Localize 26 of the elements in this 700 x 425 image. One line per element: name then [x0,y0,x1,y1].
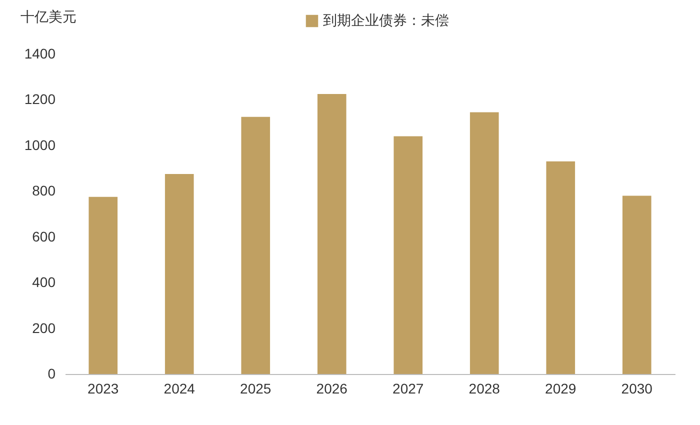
bar [622,196,652,374]
y-tick-label: 200 [32,320,56,336]
x-tick-label: 2029 [545,380,576,396]
bar [394,136,423,374]
y-tick-label: 1400 [24,46,56,62]
y-tick-label: 600 [32,228,56,244]
bar [88,196,118,374]
y-tick-label: 400 [32,274,56,290]
x-tick-label: 2025 [240,380,272,396]
bar [546,161,576,374]
y-tick-label: 800 [32,182,56,199]
x-tick-label: 2030 [621,380,653,396]
bar [470,112,499,374]
x-tick-label: 2023 [88,380,119,396]
x-tick-label: 2028 [468,380,500,396]
bar [317,94,346,374]
y-tick-label: 0 [48,366,56,382]
bar [164,174,194,374]
y-tick-label: 1200 [24,91,56,108]
y-axis-title: 十亿美元 [20,8,76,24]
x-tick-label: 2026 [316,380,348,396]
x-tick-label: 2027 [392,380,424,396]
y-tick-label: 1000 [24,136,56,153]
legend-label: 到期企业债券：未偿 [323,12,449,28]
bar [241,116,270,374]
x-tick-label: 2024 [164,380,196,396]
